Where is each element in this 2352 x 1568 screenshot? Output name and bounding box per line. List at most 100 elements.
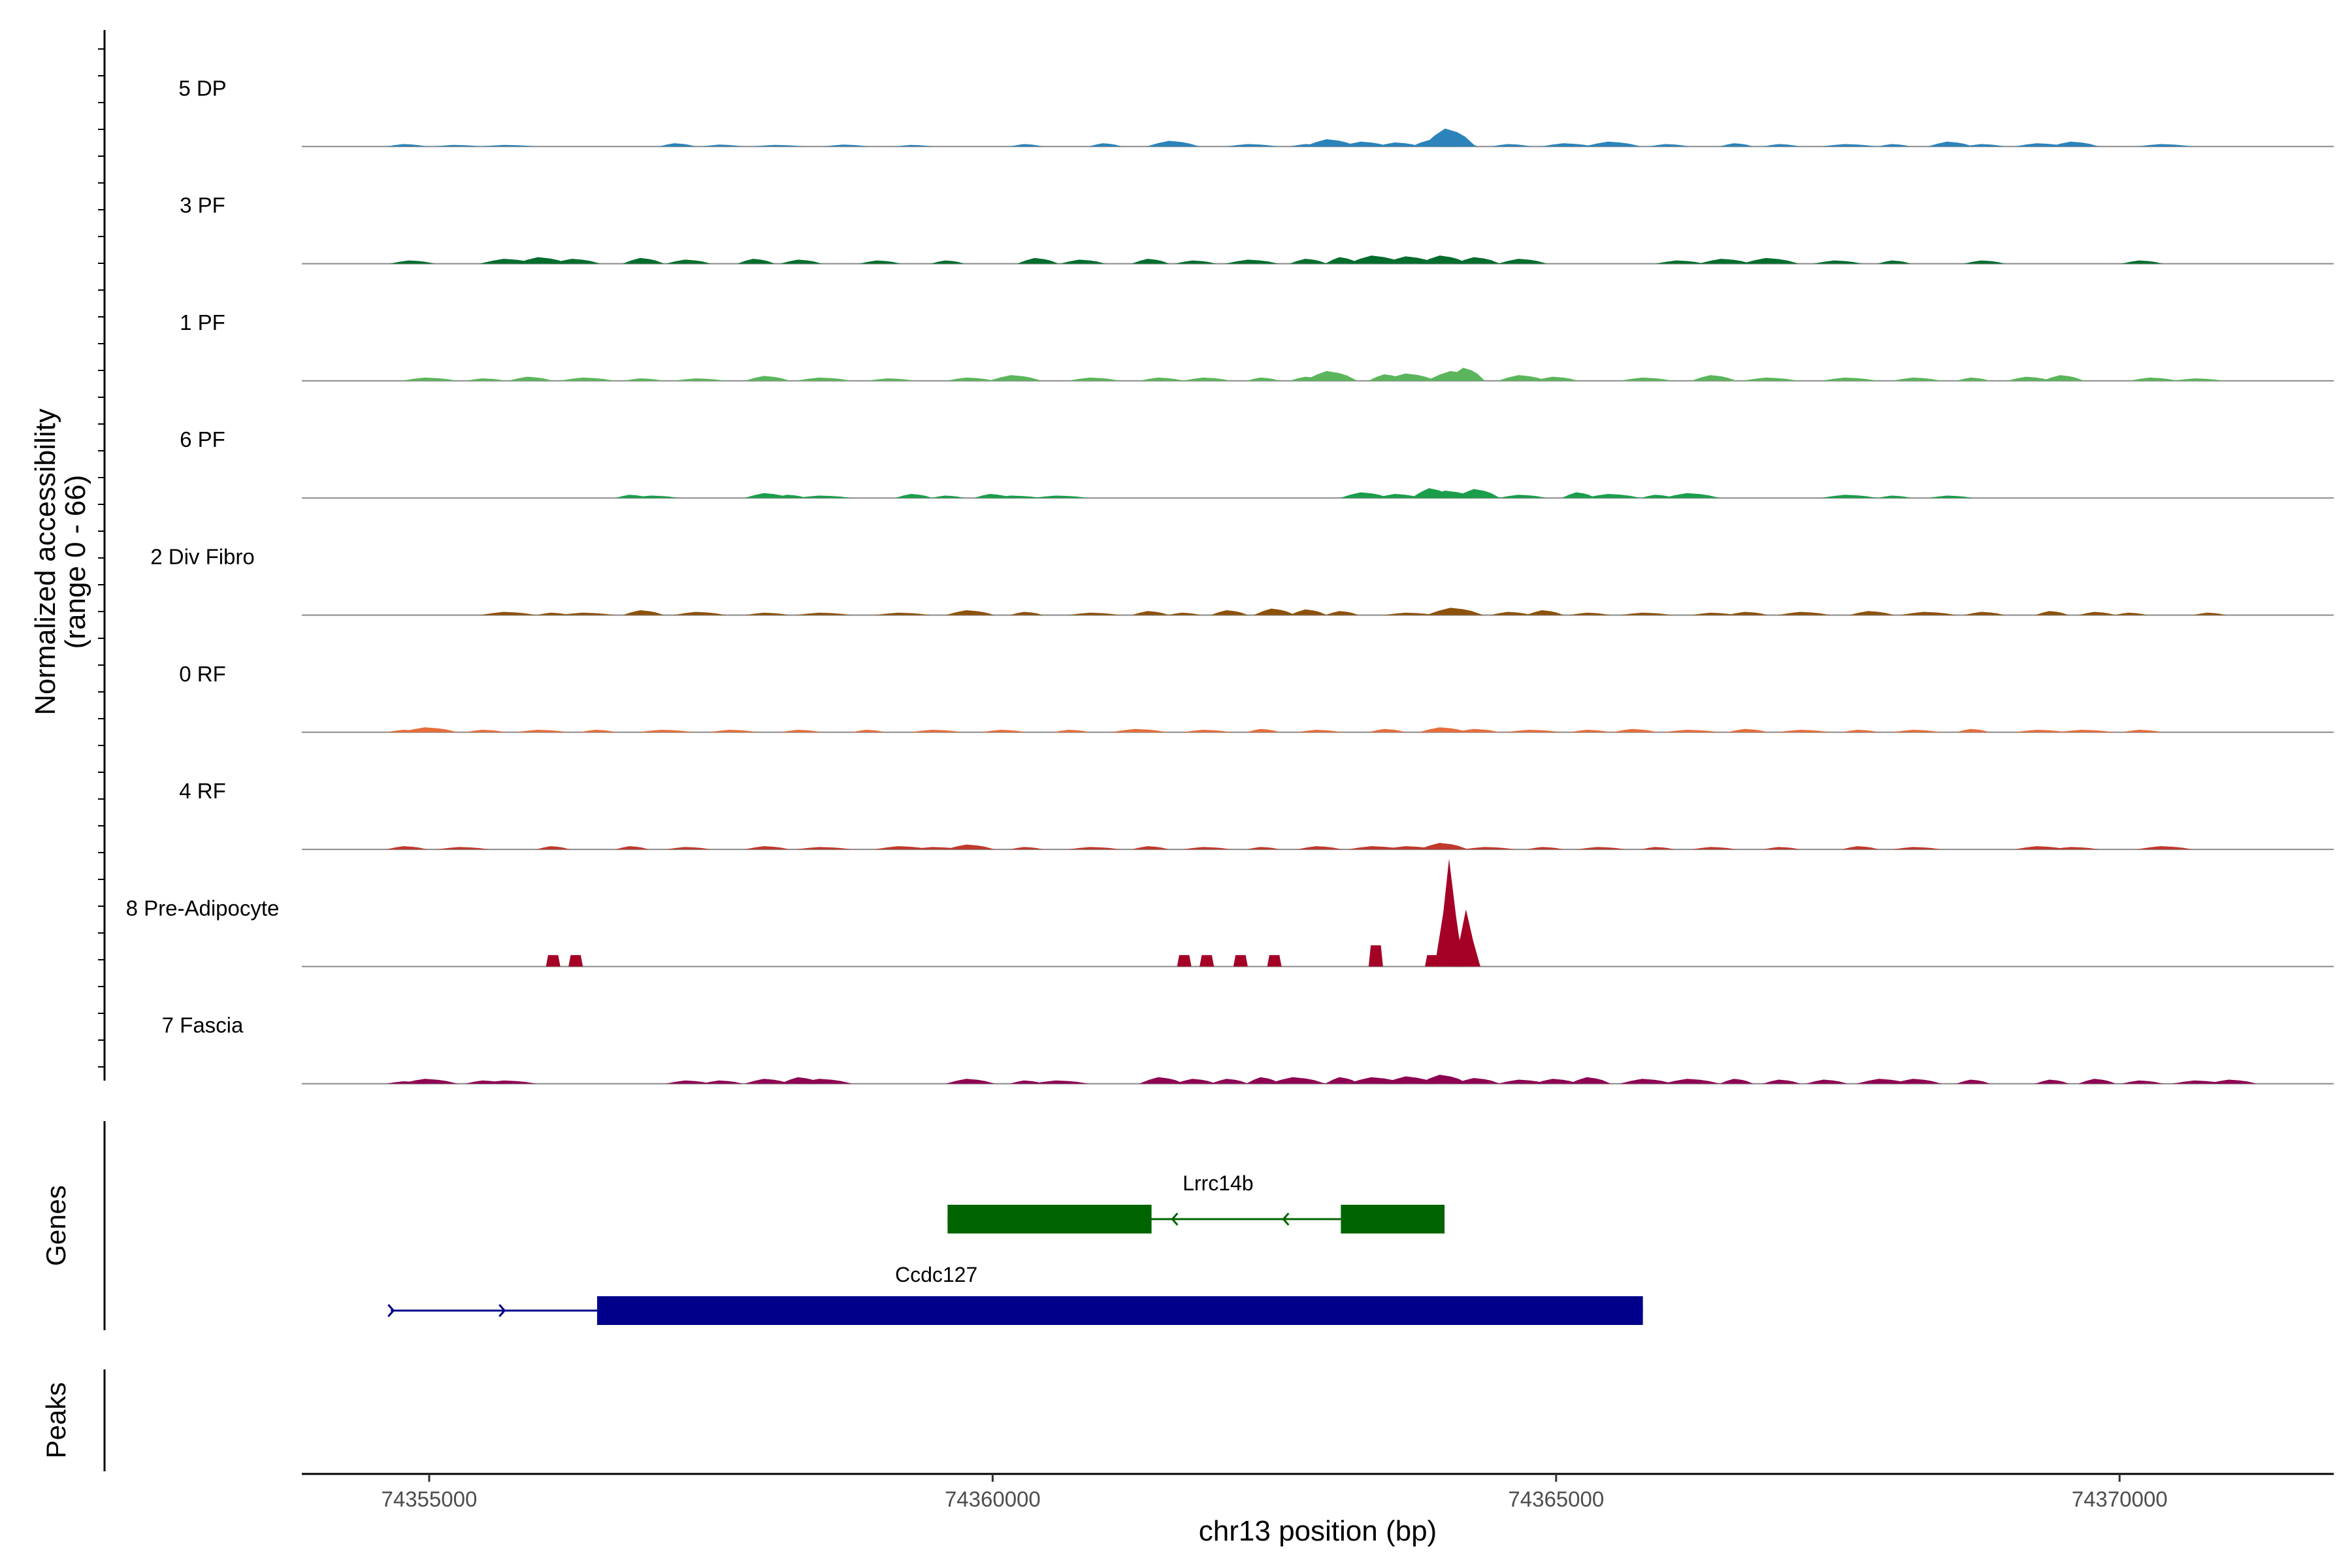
coverage-peak <box>2050 847 2100 850</box>
coverage-peak <box>988 375 1042 381</box>
coverage-peak <box>546 955 561 967</box>
coverage-peak <box>794 612 853 615</box>
coverage-peak <box>1375 493 1422 498</box>
coverage-peak <box>1841 846 1880 850</box>
coverage-peak <box>1303 139 1358 147</box>
coverage-peak <box>1451 909 1480 967</box>
coverage-peak <box>1418 843 1469 850</box>
track-2-div-fibro: 2 Div Fibro <box>150 545 2334 616</box>
coverage-peak <box>2172 378 2226 381</box>
coverage-peak <box>909 730 964 732</box>
coverage-peak <box>1719 1079 1754 1084</box>
coverage-peak <box>1762 144 1801 147</box>
coverage-peak <box>2050 141 2100 147</box>
coverage-peak <box>1963 612 2006 615</box>
coverage-peak <box>794 495 853 498</box>
coverage-peak <box>622 610 664 615</box>
coverage-peak <box>2034 1079 2069 1084</box>
gene-label-ccdc127: Ccdc127 <box>895 1263 977 1286</box>
coverage-peak <box>1963 144 2006 147</box>
strand-arrow <box>1171 1213 1179 1226</box>
strand-arrow <box>1282 1213 1290 1226</box>
coverage-peak <box>1569 730 1611 732</box>
coverage-peak <box>1454 489 1501 498</box>
coverage-peak <box>1454 257 1501 264</box>
coverage-peak <box>1719 143 1754 147</box>
coverage-peak <box>1541 143 1595 147</box>
y-axis-title: Normalized accessibility (range 0 - 66) <box>29 408 91 715</box>
coverage-peak <box>1009 612 1044 615</box>
coverage-peak <box>1339 492 1390 498</box>
coverage-peak <box>1067 612 1121 615</box>
coverage-peak <box>1233 955 1248 967</box>
x-tick-label: 74355000 <box>382 1487 478 1511</box>
coverage-peak <box>2193 612 2227 615</box>
coverage-peak <box>508 376 554 381</box>
coverage-peak <box>1182 847 1232 850</box>
coverage-peak <box>1727 728 1769 732</box>
coverage-peak <box>665 259 711 264</box>
coverage-peak <box>1891 847 1942 850</box>
coverage-peak <box>1246 728 1281 732</box>
coverage-peak <box>737 259 776 264</box>
coverage-peak <box>1533 376 1579 381</box>
coverage-peak <box>1662 730 1720 732</box>
coverage-peak <box>1225 144 1279 147</box>
coverage-peak <box>751 144 806 147</box>
coverage-peak <box>536 612 570 615</box>
coverage-peak <box>1619 1079 1673 1084</box>
coverage-peak <box>1619 377 1673 381</box>
coverage-peak <box>1131 259 1169 264</box>
coverage-peak <box>1146 140 1200 147</box>
coverage-peak <box>2014 846 2068 850</box>
coverage-peak <box>1434 858 1463 967</box>
track-label-1-pf: 1 PF <box>180 310 225 335</box>
coverage-peak <box>1289 609 1328 615</box>
coverage-peak <box>1368 728 1407 732</box>
coverage-peak <box>1927 141 1974 147</box>
coverage-peak <box>558 612 616 615</box>
peaks-panel-title: Peaks <box>41 1382 71 1459</box>
coverage-peak <box>1727 612 1769 615</box>
coverage-tracks: 5 DP 3 PF 1 PF 6 PF 2 Div Fibro 0 RF 4 RF 8 Pre… <box>126 76 2334 1085</box>
coverage-peak <box>1182 730 1232 732</box>
coverage-peak <box>1053 730 1091 732</box>
coverage-peak <box>1497 375 1548 381</box>
gene-lrrc14b: Lrrc14b <box>947 1171 1445 1233</box>
coverage-peak <box>930 495 965 498</box>
coverage-peak <box>1655 260 1705 264</box>
coverage-peak <box>2078 612 2116 615</box>
coverage-peak <box>930 260 965 264</box>
coverage-peak <box>479 1080 537 1084</box>
coverage-peak <box>823 144 870 147</box>
coverage-peak <box>1110 728 1168 732</box>
coverage-peak <box>1569 612 1611 615</box>
coverage-peak <box>744 376 791 381</box>
coverage-peak <box>1454 728 1501 732</box>
coverage-peak <box>1246 847 1281 850</box>
coverage-peak <box>1382 612 1437 615</box>
track-8-pre-adipocyte: 8 Pre-Adipocyte <box>126 858 2334 968</box>
coverage-peak <box>400 1079 458 1084</box>
coverage-peak <box>1619 612 1673 615</box>
y-axis-title-line2: (range 0 - 66) <box>59 475 91 649</box>
coverage-peak <box>701 144 743 147</box>
coverage-peak <box>637 730 695 732</box>
coverage-peak <box>465 730 507 732</box>
coverage-peak <box>1177 955 1192 967</box>
track-label-5-dp: 5 DP <box>178 76 226 100</box>
coverage-peak <box>1641 847 1675 850</box>
coverage-peak <box>1325 1077 1360 1084</box>
coverage-peak <box>1339 141 1390 147</box>
coverage-peak <box>1497 495 1548 498</box>
coverage-peak <box>1325 611 1360 615</box>
coverage-peak <box>1841 730 1880 732</box>
coverage-peak <box>1927 495 1974 498</box>
coverage-peak <box>568 955 583 967</box>
coverage-peak <box>558 377 616 381</box>
coverage-peak <box>479 612 537 615</box>
coverage-peak <box>1777 612 1831 615</box>
coverage-peak <box>1691 612 1737 615</box>
coverage-peak <box>2207 1079 2257 1084</box>
